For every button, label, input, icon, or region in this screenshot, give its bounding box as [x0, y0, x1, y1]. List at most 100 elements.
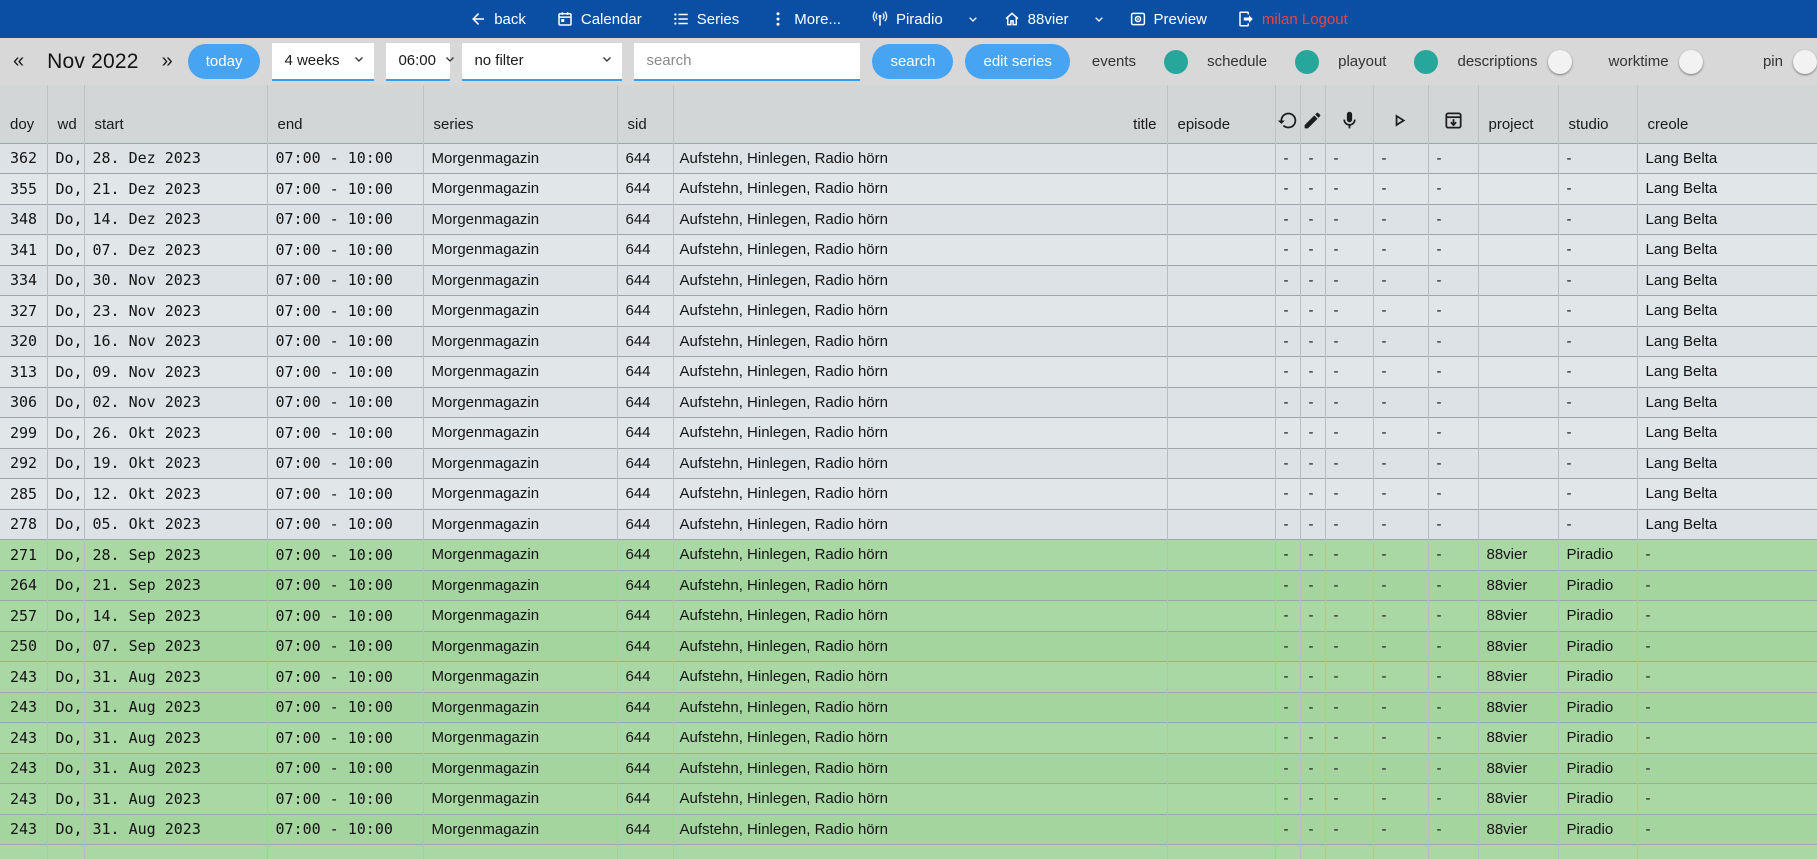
playout-toggle[interactable]	[1399, 49, 1439, 74]
cell-start-date: 07. Dez 2023	[83, 234, 267, 265]
cell-play-flag	[1372, 844, 1428, 859]
table-row[interactable]: 341 Do, 07. Dez 2023 07:00 - 10:00 Morge…	[0, 234, 1817, 265]
cell-series: Morgenmagazin	[422, 813, 617, 845]
table-row[interactable]: 243 Do, 31. Aug 2023 07:00 - 10:00 Morge…	[0, 722, 1817, 753]
table-row[interactable]: 285 Do, 12. Okt 2023 07:00 - 10:00 Morge…	[0, 478, 1817, 509]
cell-sid: 644	[616, 295, 673, 326]
cell-archive-flag: -	[1427, 478, 1478, 509]
toggle-group-pin: pin	[1763, 49, 1817, 74]
table-row[interactable]: 243 Do, 31. Aug 2023 07:00 - 10:00 Morge…	[0, 691, 1817, 723]
cell-archive-flag: -	[1427, 539, 1478, 570]
cell-time-range: 07:00 - 10:00	[266, 691, 423, 723]
cell-restore-flag: -	[1274, 142, 1300, 174]
time-select[interactable]: 06:00	[386, 42, 454, 81]
cell-doy: 243	[0, 691, 47, 723]
table-row[interactable]: 243 Do, 31. Aug 2023 07:00 - 10:00 Morge…	[0, 661, 1817, 692]
cell-time-range: 07:00 - 10:00	[266, 813, 423, 845]
today-button[interactable]: today	[187, 44, 261, 79]
cell-restore-flag: -	[1274, 295, 1300, 326]
cell-project	[1477, 478, 1558, 509]
column-header-start: start	[83, 85, 267, 143]
cell-episode	[1166, 386, 1275, 418]
cell-restore-flag: -	[1274, 569, 1300, 601]
cell-record-flag	[1324, 844, 1373, 859]
table-row[interactable]: 327 Do, 23. Nov 2023 07:00 - 10:00 Morge…	[0, 295, 1817, 326]
table-row[interactable]: 299 Do, 26. Okt 2023 07:00 - 10:00 Morge…	[0, 417, 1817, 448]
nav-preview[interactable]: Preview	[1129, 10, 1207, 28]
range-select[interactable]: 4 weeks	[272, 42, 375, 81]
cell-play-flag: -	[1372, 356, 1428, 387]
next-period-button[interactable]: »	[159, 50, 176, 73]
schedule-toggle[interactable]	[1280, 49, 1320, 74]
cell-record-flag: -	[1324, 630, 1373, 662]
cell-series: Morgenmagazin	[422, 203, 617, 235]
cell-title: Aufstehn, Hinlegen, Radio hörn	[672, 173, 1167, 204]
pin-toggle[interactable]	[1793, 49, 1817, 74]
nav-series[interactable]: Series	[672, 10, 739, 28]
table-row[interactable]: 348 Do, 14. Dez 2023 07:00 - 10:00 Morge…	[0, 203, 1817, 235]
station-label: Piradio	[895, 10, 943, 28]
table-row[interactable]: 243 Do, 31. Aug 2023 07:00 - 10:00 Morge…	[0, 813, 1817, 845]
nav-station[interactable]: Piradio	[871, 10, 943, 28]
pencil-icon	[1299, 85, 1325, 143]
worktime-toggle-label: worktime	[1608, 53, 1669, 70]
cell-episode	[1166, 508, 1275, 540]
search-input[interactable]	[634, 42, 861, 81]
nav-home-site[interactable]: 88vier	[1003, 10, 1069, 28]
table-row[interactable]: 278 Do, 05. Okt 2023 07:00 - 10:00 Morge…	[0, 508, 1817, 540]
cell-weekday: Do,	[46, 569, 84, 601]
search-button[interactable]: search	[872, 44, 954, 79]
cell-series: Morgenmagazin	[422, 356, 617, 387]
cell-play-flag: -	[1372, 539, 1428, 570]
table-row[interactable]: 313 Do, 09. Nov 2023 07:00 - 10:00 Morge…	[0, 356, 1817, 387]
back-button[interactable]: back	[469, 10, 526, 28]
filter-select[interactable]: no filter	[462, 42, 623, 81]
cell-archive-flag: -	[1427, 417, 1478, 448]
cell-weekday: Do,	[46, 325, 84, 357]
table-row[interactable]: 355 Do, 21. Dez 2023 07:00 - 10:00 Morge…	[0, 173, 1817, 204]
cell-start-date: 31. Aug 2023	[83, 722, 267, 753]
table-row[interactable]: 334 Do, 30. Nov 2023 07:00 - 10:00 Morge…	[0, 264, 1817, 296]
table-row[interactable]: 362 Do, 28. Dez 2023 07:00 - 10:00 Morge…	[0, 142, 1817, 174]
table-row[interactable]: 264 Do, 21. Sep 2023 07:00 - 10:00 Morge…	[0, 569, 1817, 601]
descriptions-toggle[interactable]	[1547, 49, 1587, 74]
table-row[interactable]: 306 Do, 02. Nov 2023 07:00 - 10:00 Morge…	[0, 386, 1817, 418]
nav-more[interactable]: More...	[769, 10, 841, 28]
cell-restore-flag: -	[1274, 417, 1300, 448]
cell-time-range: 07:00 - 10:00	[266, 325, 423, 357]
station-dropdown-chevron[interactable]	[965, 11, 981, 27]
cell-weekday: Do,	[46, 173, 84, 204]
cell-episode	[1166, 539, 1275, 570]
table-row[interactable]: 271 Do, 28. Sep 2023 07:00 - 10:00 Morge…	[0, 539, 1817, 570]
prev-period-button[interactable]: «	[10, 50, 27, 73]
cell-title: Aufstehn, Hinlegen, Radio hörn	[672, 539, 1167, 570]
cell-doy: 243	[0, 783, 47, 814]
table-row[interactable]: 243 Do, 31. Aug 2023 07:00 - 10:00 Morge…	[0, 783, 1817, 814]
table-row[interactable]: 257 Do, 14. Sep 2023 07:00 - 10:00 Morge…	[0, 600, 1817, 631]
table-row[interactable]: 243 Do, 31. Aug 2023 07:00 - 10:00 Morge…	[0, 752, 1817, 784]
table-row[interactable]: 320 Do, 16. Nov 2023 07:00 - 10:00 Morge…	[0, 325, 1817, 357]
cell-play-flag: -	[1372, 508, 1428, 540]
logout-button[interactable]: milan Logout	[1237, 10, 1348, 28]
cell-sid: 644	[616, 752, 673, 784]
table-row[interactable]: 292 Do, 19. Okt 2023 07:00 - 10:00 Morge…	[0, 447, 1817, 479]
edit-series-button[interactable]: edit series	[965, 44, 1070, 79]
home-dropdown-chevron[interactable]	[1091, 11, 1107, 27]
worktime-toggle[interactable]	[1678, 49, 1718, 74]
events-toggle[interactable]	[1149, 49, 1189, 74]
table-row[interactable]: 250 Do, 07. Sep 2023 07:00 - 10:00 Morge…	[0, 630, 1817, 662]
nav-calendar[interactable]: Calendar	[556, 10, 642, 28]
cell-play-flag: -	[1372, 813, 1428, 845]
cell-project	[1477, 417, 1558, 448]
cell-creole: Lang Belta	[1636, 417, 1817, 448]
cell-time-range: 07:00 - 10:00	[266, 295, 423, 326]
cell-edit-flag: -	[1299, 234, 1325, 265]
cell-title: Aufstehn, Hinlegen, Radio hörn	[672, 356, 1167, 387]
cell-studio: -	[1557, 508, 1637, 540]
preview-label: Preview	[1153, 10, 1207, 28]
cell-restore-flag: -	[1274, 234, 1300, 265]
filter-select-value: no filter	[474, 52, 524, 69]
table-row-partial[interactable]	[0, 844, 1817, 859]
cell-record-flag: -	[1324, 203, 1373, 235]
cell-creole: -	[1636, 600, 1817, 631]
